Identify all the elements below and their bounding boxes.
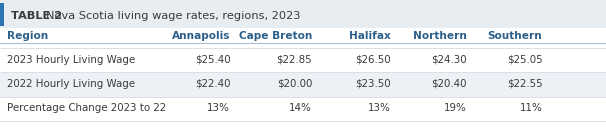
- Text: $20.40: $20.40: [431, 79, 467, 89]
- Text: $24.30: $24.30: [431, 55, 467, 65]
- Text: Northern: Northern: [413, 31, 467, 41]
- FancyBboxPatch shape: [0, 49, 606, 73]
- Text: Nova Scotia living wage rates, regions, 2023: Nova Scotia living wage rates, regions, …: [46, 11, 301, 21]
- Text: 14%: 14%: [289, 103, 312, 113]
- Text: 2023 Hourly Living Wage: 2023 Hourly Living Wage: [7, 55, 136, 65]
- Text: 13%: 13%: [368, 103, 391, 113]
- Text: $22.40: $22.40: [195, 79, 230, 89]
- Text: Percentage Change 2023 to 22: Percentage Change 2023 to 22: [7, 103, 167, 113]
- FancyBboxPatch shape: [0, 3, 4, 26]
- FancyBboxPatch shape: [0, 97, 606, 122]
- Text: Annapolis: Annapolis: [172, 31, 230, 41]
- Text: 13%: 13%: [207, 103, 230, 113]
- FancyBboxPatch shape: [0, 0, 606, 28]
- Text: $26.50: $26.50: [355, 55, 391, 65]
- Text: 19%: 19%: [444, 103, 467, 113]
- Text: Halifax: Halifax: [349, 31, 391, 41]
- Text: TABLE 2: TABLE 2: [11, 11, 62, 21]
- Text: $23.50: $23.50: [355, 79, 391, 89]
- Text: Cape Breton: Cape Breton: [239, 31, 312, 41]
- Text: $20.00: $20.00: [277, 79, 312, 89]
- Text: $22.85: $22.85: [276, 55, 312, 65]
- FancyBboxPatch shape: [0, 28, 606, 128]
- Text: $22.55: $22.55: [507, 79, 542, 89]
- Text: $25.05: $25.05: [507, 55, 542, 65]
- Text: Region: Region: [7, 31, 48, 41]
- Text: 11%: 11%: [519, 103, 542, 113]
- Text: 2022 Hourly Living Wage: 2022 Hourly Living Wage: [7, 79, 135, 89]
- Text: Southern: Southern: [488, 31, 542, 41]
- Text: $25.40: $25.40: [195, 55, 230, 65]
- FancyBboxPatch shape: [0, 73, 606, 97]
